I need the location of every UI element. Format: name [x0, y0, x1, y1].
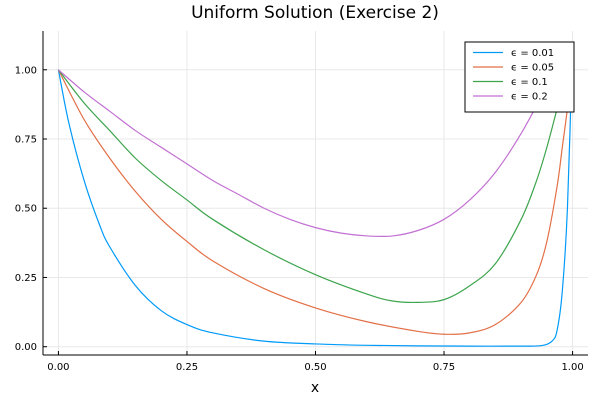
x-tick-label: 0.75 — [433, 362, 455, 373]
series-line-4 — [58, 41, 574, 238]
legend-label: ϵ = 0.1 — [511, 77, 548, 88]
series-line-3 — [57, 58, 574, 304]
series-line-2 — [57, 64, 574, 335]
y-tick-label: 0.50 — [15, 204, 37, 215]
x-tick-label: 0.50 — [304, 362, 326, 373]
legend-label: ϵ = 0.05 — [511, 63, 554, 74]
y-tick-label: 0.75 — [15, 135, 37, 146]
series-line-1 — [57, 42, 574, 347]
legend: ϵ = 0.01 ϵ = 0.05 ϵ = 0.1 ϵ = 0.2 — [464, 41, 575, 113]
x-tick-label: 0.25 — [176, 362, 198, 373]
x-axis-label: x — [311, 380, 319, 396]
y-tick-label: 0.00 — [15, 342, 37, 353]
y-tick-label: 1.00 — [15, 65, 37, 76]
y-tick-label: 0.25 — [15, 273, 37, 284]
legend-box — [464, 41, 575, 113]
legend-label: ϵ = 0.2 — [511, 92, 548, 103]
series-layer — [57, 41, 574, 347]
x-tick-label: 1.00 — [561, 362, 583, 373]
legend-label: ϵ = 0.01 — [511, 48, 554, 59]
axis-layer: 0.00 0.25 0.50 0.75 1.00 0.00 0.25 0.50 0.75 1.00 — [15, 31, 588, 373]
x-tick-label: 0.00 — [47, 362, 69, 373]
chart-title: Uniform Solution (Exercise 2) — [191, 3, 439, 23]
